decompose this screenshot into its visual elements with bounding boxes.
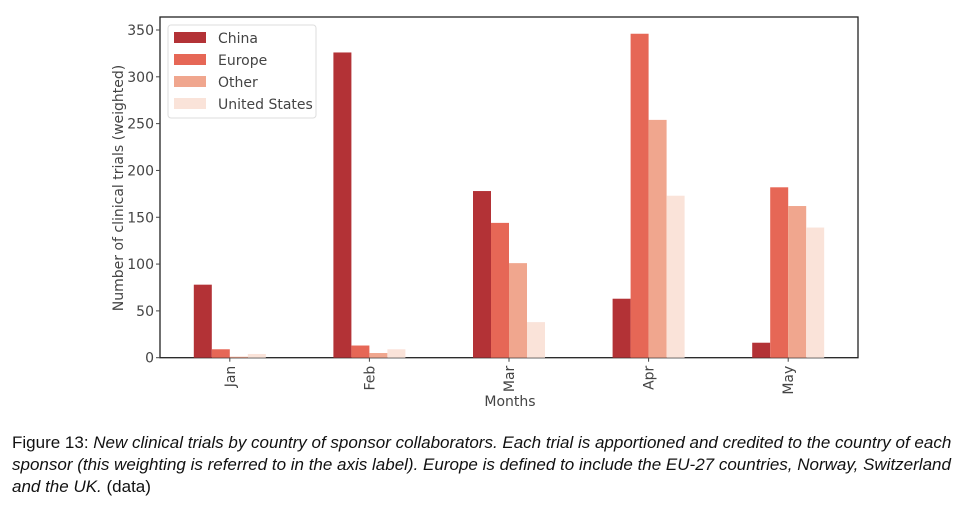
x-tick-label: Jan bbox=[223, 366, 239, 389]
caption-data-link[interactable]: (data) bbox=[106, 477, 151, 496]
bar-other-feb bbox=[369, 353, 388, 358]
legend: China Europe Other United States bbox=[167, 24, 317, 119]
bar-chart: 0 50 100 150 200 250 300 350 Jan Feb Mar Apr May Nu… bbox=[111, 16, 859, 410]
bar-europe-may bbox=[770, 187, 789, 358]
bar-united-states-feb bbox=[387, 349, 406, 358]
legend-swatch-united-states bbox=[174, 98, 206, 109]
bar-china-apr bbox=[612, 298, 631, 358]
x-axis: Jan Feb Mar Apr May bbox=[223, 357, 797, 395]
bar-china-jan bbox=[193, 284, 212, 358]
bar-united-states-may bbox=[806, 227, 825, 358]
bar-united-states-mar bbox=[527, 322, 545, 358]
bars-group bbox=[193, 33, 825, 358]
bar-europe-feb bbox=[351, 345, 370, 358]
x-tick-label: Mar bbox=[502, 365, 518, 392]
y-tick-label: 100 bbox=[127, 257, 154, 273]
y-tick-label: 0 bbox=[145, 351, 154, 367]
bar-united-states-jan bbox=[247, 353, 266, 358]
legend-box bbox=[167, 24, 317, 119]
legend-label: United States bbox=[218, 97, 313, 113]
x-axis-title: Months bbox=[484, 394, 535, 410]
y-tick-label: 300 bbox=[127, 70, 154, 86]
caption-label: Figure 13: bbox=[12, 433, 89, 452]
bar-china-feb bbox=[333, 52, 352, 358]
bar-china-may bbox=[752, 342, 771, 358]
y-tick-label: 50 bbox=[136, 304, 154, 320]
bar-europe-mar bbox=[491, 222, 509, 358]
bar-united-states-apr bbox=[666, 195, 685, 358]
bar-other-mar bbox=[509, 263, 527, 358]
x-tick-label: Apr bbox=[642, 365, 658, 389]
legend-label: Europe bbox=[218, 53, 267, 69]
legend-swatch-china bbox=[174, 32, 206, 43]
x-tick-label: Feb bbox=[362, 366, 378, 391]
y-axis: 0 50 100 150 200 250 300 350 bbox=[127, 23, 160, 367]
y-axis-title: Number of clinical trials (weighted) bbox=[111, 65, 127, 311]
bar-china-mar bbox=[473, 191, 491, 358]
legend-swatch-europe bbox=[174, 54, 206, 65]
bar-other-apr bbox=[648, 119, 667, 358]
y-tick-label: 200 bbox=[127, 163, 154, 179]
y-tick-label: 250 bbox=[127, 117, 154, 133]
legend-swatch-other bbox=[174, 76, 206, 87]
y-tick-label: 150 bbox=[127, 210, 154, 226]
y-tick-label: 350 bbox=[127, 23, 154, 39]
bar-europe-jan bbox=[211, 349, 230, 358]
legend-label: China bbox=[218, 31, 258, 47]
bar-other-may bbox=[788, 206, 807, 358]
caption-text: New clinical trials by country of sponso… bbox=[12, 433, 952, 496]
legend-label: Other bbox=[218, 75, 258, 91]
bar-europe-apr bbox=[630, 33, 649, 358]
x-tick-label: May bbox=[781, 366, 797, 395]
figure-caption: Figure 13: New clinical trials by countr… bbox=[12, 432, 972, 498]
bar-other-jan bbox=[229, 356, 248, 358]
